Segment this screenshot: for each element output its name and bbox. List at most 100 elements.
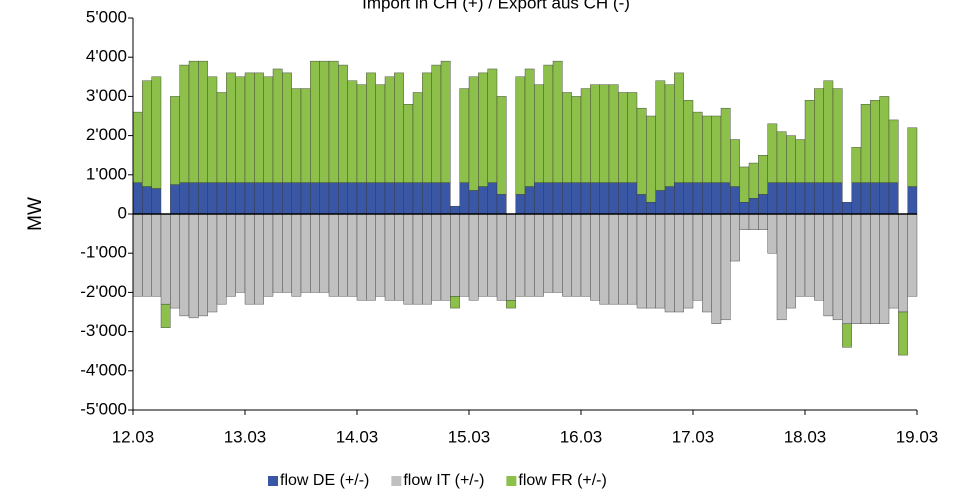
bar-segment [823,182,834,215]
bar-segment [328,213,339,297]
bar-segment [590,84,600,183]
bar-segment [244,182,255,215]
bar-segment [580,88,591,183]
bar-segment [515,213,526,297]
bar-segment [207,182,218,215]
bar-segment [898,311,908,356]
bar-segment [403,104,414,183]
y-tick-label: 3'000 [86,86,127,105]
bar-segment [711,213,722,324]
bar-segment [496,194,507,215]
bar-segment [832,88,843,183]
bar-segment [244,72,255,183]
bar-segment [412,92,423,183]
x-tick-label: 14.03 [336,427,379,446]
x-tick-label: 13.03 [224,427,267,446]
bar-segment [702,213,712,313]
bar-segment [767,213,778,254]
bar-segment [366,182,376,215]
bar-segment [627,182,638,215]
bar-segment [758,154,768,195]
bar-segment [422,72,432,183]
y-tick-label: 1'000 [86,164,127,183]
bar-segment [795,213,806,297]
bar-segment [216,182,227,215]
bar-segment [412,213,423,305]
bar-segment [739,202,750,215]
bar-segment [580,182,591,215]
bar-segment [543,182,554,215]
bar-segment [160,303,171,328]
bar-segment [188,60,199,183]
bar-segment [356,84,367,183]
bar-segment [907,186,918,215]
bar-segment [394,182,404,215]
bar-segment [235,76,246,183]
bar-segment [468,76,479,191]
bar-segment [142,213,152,297]
bar-segment [132,111,143,183]
bar-segment [674,213,684,313]
bar-segment [842,202,852,215]
bar-segment [431,213,442,301]
bar-segment [459,88,470,183]
bar-segment [459,213,470,297]
bar-segment [823,80,834,183]
bar-segment [310,60,320,183]
bar-segment [384,76,395,183]
bar-segment [254,182,264,215]
bar-segment [272,213,283,293]
legend-swatch [506,476,517,486]
bar-segment [431,64,442,183]
bar-segment [226,182,236,215]
bar-segment [795,182,806,215]
bar-segment [319,213,330,293]
bar-segment [748,162,759,199]
bar-segment [524,213,535,297]
bar-segment [207,76,218,183]
bar-segment [786,135,796,183]
legend-swatch [391,476,402,486]
bar-segment [375,84,386,183]
bar-segment [664,186,675,215]
bar-segment [608,182,619,215]
bar-segment [543,213,554,293]
y-tick-label: 4'000 [86,47,127,66]
y-axis-label: MW [25,197,46,231]
bar-segment [767,123,778,183]
bar-segment [720,107,731,183]
bar-segment [674,72,684,183]
bar-segment [590,213,600,301]
bar-segment [179,213,190,317]
bar-segment [412,182,423,215]
x-tick-label: 18.03 [784,427,827,446]
bar-segment [440,213,451,301]
bar-segment [534,182,544,215]
bar-segment [151,76,162,189]
bar-segment [618,182,628,215]
bar-segment [226,72,236,183]
bar-segment [291,213,302,297]
bar-segment [347,80,358,183]
bar-segment [571,213,582,297]
bar-segment [823,213,834,317]
bar-segment [702,115,712,183]
bar-segment [636,213,647,309]
bar-segment [403,213,414,305]
bar-segment [431,182,442,215]
bar-segment [758,194,768,215]
bar-segment [786,213,796,309]
legend-swatch [268,476,278,486]
bar-segment [487,213,498,297]
bar-segment [608,213,619,305]
y-tick-label: -3'000 [80,321,127,340]
bar-segment [291,182,302,215]
bar-segment [515,76,526,195]
bar-segment [235,213,246,293]
bar-segment [720,182,731,215]
bar-segment [580,213,591,297]
bar-segment [870,213,880,324]
bar-segment [562,182,572,215]
bar-segment [870,100,880,183]
bar-segment [748,198,759,215]
